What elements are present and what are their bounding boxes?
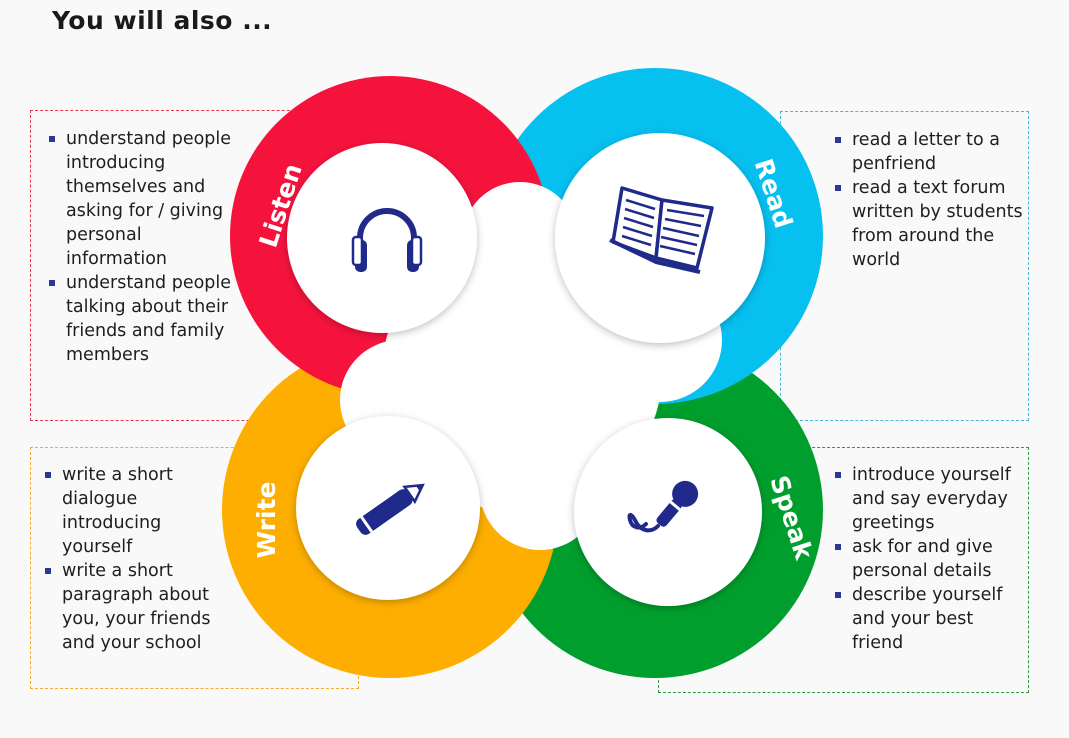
- list-item: write a short dialogue introducing yours…: [44, 463, 234, 559]
- pencil-icon: [356, 483, 425, 535]
- list-item: understand people talking about their fr…: [48, 271, 248, 367]
- list-item: understand people introducing themselves…: [48, 127, 248, 271]
- open-book-icon: [609, 186, 714, 274]
- listen-list: understand people introducing themselves…: [48, 127, 248, 367]
- page-title: You will also ...: [52, 6, 273, 35]
- speak-list: introduce yourself and say everyday gree…: [834, 463, 1024, 655]
- list-item: ask for and give personal details: [834, 535, 1024, 583]
- list-item: read a letter to a penfriend: [834, 128, 1024, 176]
- list-item: introduce yourself and say everyday gree…: [834, 463, 1024, 535]
- list-item: describe yourself and your best friend: [834, 583, 1024, 655]
- list-item: read a text forum written by students fr…: [834, 176, 1024, 272]
- list-item: write a short paragraph about you, your …: [44, 559, 234, 655]
- microphone-icon: [627, 480, 699, 533]
- write-list: write a short dialogue introducing yours…: [44, 463, 234, 655]
- listen-inner: [287, 143, 477, 333]
- headphones-icon: [351, 208, 423, 272]
- write-label: Write: [252, 482, 281, 559]
- read-list: read a letter to a penfriend read a text…: [834, 128, 1024, 272]
